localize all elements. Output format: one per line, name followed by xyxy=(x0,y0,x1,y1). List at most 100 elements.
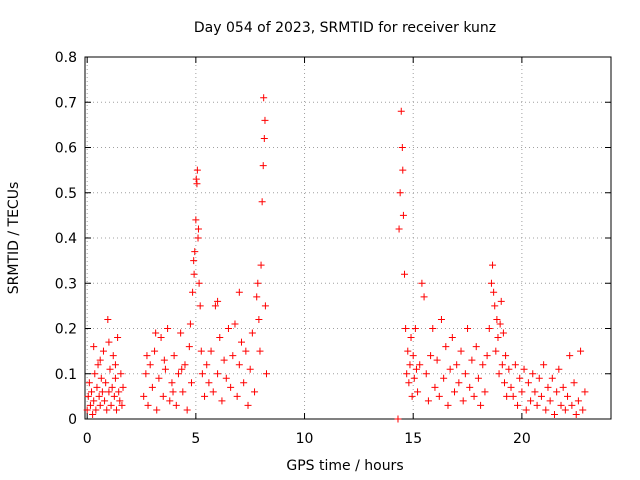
x-tick-label: 10 xyxy=(296,431,314,447)
data-point xyxy=(489,261,497,269)
data-point xyxy=(195,279,203,287)
data-point xyxy=(179,388,187,396)
data-point xyxy=(548,374,556,382)
data-point xyxy=(177,329,185,337)
data-point xyxy=(518,388,526,396)
data-point xyxy=(218,397,226,405)
axis-ticks xyxy=(85,56,611,420)
grid-lines xyxy=(85,57,611,419)
data-point xyxy=(90,397,98,405)
data-point xyxy=(90,343,98,351)
data-point xyxy=(83,406,91,414)
data-point xyxy=(104,315,112,323)
data-point xyxy=(262,370,270,378)
data-point xyxy=(416,361,424,369)
data-point xyxy=(481,388,489,396)
data-point xyxy=(209,388,217,396)
data-point xyxy=(160,356,168,364)
data-point xyxy=(159,392,167,400)
data-point xyxy=(188,379,196,387)
data-point xyxy=(502,352,510,360)
data-point xyxy=(398,144,406,151)
y-axis-label: SRMTID / TECUs xyxy=(6,182,22,295)
data-point xyxy=(233,392,241,400)
data-point xyxy=(99,347,107,355)
data-point xyxy=(405,379,413,387)
data-point xyxy=(256,347,264,355)
data-point xyxy=(207,347,215,355)
data-point xyxy=(485,325,493,332)
data-point xyxy=(115,388,123,396)
data-point xyxy=(168,379,176,387)
data-point xyxy=(410,374,418,382)
data-point xyxy=(102,379,110,387)
data-point xyxy=(581,388,589,396)
data-point xyxy=(453,361,461,369)
data-point xyxy=(189,288,197,296)
data-point xyxy=(503,392,511,400)
x-tick-label: 0 xyxy=(83,431,92,447)
data-point xyxy=(214,297,222,305)
data-point xyxy=(95,392,103,400)
data-point xyxy=(203,361,211,369)
data-point xyxy=(446,365,454,373)
data-point xyxy=(248,329,256,337)
data-point xyxy=(254,279,262,287)
data-point xyxy=(555,365,563,373)
data-point xyxy=(255,315,263,323)
y-tick-label: 0.7 xyxy=(55,95,77,111)
data-point xyxy=(259,162,267,170)
data-point xyxy=(151,347,159,355)
data-point xyxy=(152,329,160,337)
data-point xyxy=(84,392,92,400)
data-point xyxy=(261,302,269,310)
data-point xyxy=(198,370,206,378)
data-point xyxy=(494,334,502,342)
data-point xyxy=(496,320,504,328)
data-point xyxy=(542,406,550,414)
data-point xyxy=(96,401,104,409)
data-point xyxy=(105,338,113,346)
data-point xyxy=(394,415,402,423)
data-point xyxy=(566,352,574,360)
data-point xyxy=(497,297,505,305)
data-point xyxy=(448,334,456,342)
data-point xyxy=(193,166,201,174)
y-tick-label: 0.8 xyxy=(55,50,77,66)
y-tick-label: 0.2 xyxy=(55,322,77,338)
data-point xyxy=(531,388,539,396)
data-point xyxy=(170,352,178,360)
data-point xyxy=(557,401,565,409)
data-point xyxy=(418,279,426,287)
data-point xyxy=(509,392,517,400)
data-point xyxy=(192,216,200,224)
data-point xyxy=(111,374,119,382)
data-point xyxy=(183,406,191,414)
data-point xyxy=(472,343,480,351)
data-point xyxy=(511,361,519,369)
data-point xyxy=(437,315,445,323)
data-point xyxy=(244,401,252,409)
data-point xyxy=(253,293,261,301)
data-point xyxy=(229,352,237,360)
data-point xyxy=(412,365,420,373)
data-point xyxy=(466,383,474,391)
data-point xyxy=(403,370,411,378)
data-point xyxy=(408,392,416,400)
data-point xyxy=(205,379,213,387)
data-point xyxy=(91,370,99,378)
data-point xyxy=(559,383,567,391)
data-point xyxy=(172,401,180,409)
data-point xyxy=(98,388,106,396)
data-point xyxy=(260,94,268,102)
data-point xyxy=(397,107,405,115)
data-point xyxy=(258,198,266,206)
data-point xyxy=(235,361,243,369)
data-point xyxy=(435,392,443,400)
data-point xyxy=(235,288,243,296)
data-point xyxy=(92,406,100,414)
y-tick-label: 0.3 xyxy=(55,276,77,292)
data-point xyxy=(185,343,193,351)
data-point xyxy=(119,383,127,391)
data-point xyxy=(461,370,469,378)
